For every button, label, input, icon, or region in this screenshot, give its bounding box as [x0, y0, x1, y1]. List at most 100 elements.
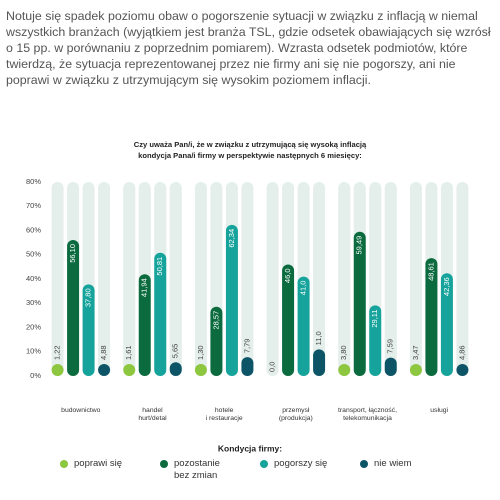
- legend-label: pogorszy się: [274, 458, 328, 469]
- bar: [282, 264, 295, 376]
- x-tick-label-line: przemysł: [282, 407, 310, 414]
- x-tick-label: przemysł (produkcja): [279, 407, 313, 422]
- x-tick-label-line: handel: [142, 407, 163, 414]
- x-tick-label: hotele i restauracje: [206, 407, 243, 422]
- legend-swatch: [260, 460, 268, 468]
- y-tick-label: 40%: [26, 274, 41, 283]
- bar: [338, 364, 351, 376]
- bar: [194, 364, 207, 376]
- legend-item: pogorszy się: [260, 458, 360, 482]
- bar: [67, 239, 80, 376]
- x-tick-label-line: hurt/detal: [138, 415, 167, 422]
- bar-background: [266, 182, 279, 376]
- value-label: 41,94: [140, 278, 149, 297]
- bar: [384, 357, 397, 376]
- x-tick-label-line: telekomunikacja: [343, 415, 392, 422]
- legend-item: nie wiem: [360, 458, 460, 482]
- bar: [297, 276, 310, 376]
- legend-label: nie wiem: [374, 458, 412, 469]
- value-label: 1,22: [53, 345, 62, 360]
- value-label: 3,47: [411, 345, 420, 360]
- bar: [369, 305, 382, 376]
- bar-background: [194, 182, 207, 376]
- x-tick-label: handel hurt/detal: [138, 407, 167, 422]
- bar-background: [313, 182, 326, 376]
- bar-background: [409, 182, 422, 376]
- y-tick-label: 20%: [26, 322, 41, 331]
- bar: [138, 274, 151, 376]
- legend-swatch: [160, 460, 168, 468]
- x-tick-label-line: budownictwo: [61, 407, 101, 414]
- legend-swatch: [60, 460, 68, 468]
- bar: [51, 364, 64, 376]
- value-label: 4,88: [99, 345, 108, 360]
- chart-title: Czy uważa Pan/i, że w związku z utrzymuj…: [134, 140, 367, 160]
- bar-background: [98, 182, 111, 376]
- bar: [409, 364, 422, 376]
- x-tick-label: budownictwo: [61, 407, 101, 414]
- value-label: 42,36: [442, 277, 451, 296]
- bar-background: [338, 182, 351, 376]
- bar-background: [123, 182, 136, 376]
- value-label: 56,10: [68, 244, 77, 263]
- value-label: 1,61: [124, 345, 133, 360]
- bar-background: [169, 182, 182, 376]
- bar: [225, 224, 238, 376]
- bar: [425, 258, 438, 376]
- bar-background: [241, 182, 254, 376]
- bar: [123, 364, 136, 376]
- x-tick-label: transport, łączność, telekomunikacja: [338, 407, 397, 422]
- y-tick-label: 30%: [26, 298, 41, 307]
- value-label: 11,0: [314, 331, 323, 345]
- value-label: 7,59: [386, 339, 395, 354]
- y-tick-label: 0%: [30, 371, 41, 380]
- x-tick-label-line: usługi: [430, 407, 448, 414]
- value-label: 62,34: [227, 229, 236, 248]
- legend-title: Kondycja firmy:: [218, 443, 282, 453]
- value-label: 37,80: [84, 288, 93, 307]
- value-label: 50,81: [155, 257, 164, 276]
- value-label: 28,57: [211, 311, 220, 330]
- x-tick-label: usługi: [430, 407, 448, 414]
- legend-item: poprawi się: [60, 458, 160, 482]
- y-tick-label: 10%: [26, 347, 41, 356]
- value-label: 59,49: [355, 236, 364, 255]
- bar: [456, 364, 469, 376]
- bar: [98, 364, 111, 376]
- bar: [169, 362, 182, 376]
- legend-label: pozostanie bez zmian: [174, 458, 220, 481]
- y-tick-label: 70%: [26, 201, 41, 210]
- bar: [353, 231, 366, 376]
- bar: [82, 284, 95, 376]
- bar: [241, 357, 254, 376]
- value-label: 48,61: [426, 262, 435, 281]
- x-tick-label-line: hotele: [215, 407, 234, 414]
- y-tick-label: 60%: [26, 225, 41, 234]
- y-tick-label: 80%: [26, 177, 41, 186]
- value-label: 5,65: [171, 344, 180, 359]
- value-label: 29,11: [370, 309, 379, 327]
- bar-background: [384, 182, 397, 376]
- bar-background: [456, 182, 469, 376]
- bar: [210, 306, 223, 376]
- legend-swatch: [360, 460, 368, 468]
- value-label: 41,0: [299, 281, 308, 296]
- legend-label: poprawi się: [74, 458, 123, 469]
- value-label: 4,86: [457, 345, 466, 360]
- y-tick-label: 50%: [26, 250, 41, 259]
- bar: [313, 349, 326, 376]
- legend-item: pozostanie bez zmian: [160, 458, 260, 482]
- x-tick-label-line: i restauracje: [206, 415, 243, 422]
- x-tick-label-line: transport, łączność,: [338, 407, 397, 414]
- bar: [154, 252, 167, 376]
- value-label: 7,79: [242, 338, 251, 353]
- value-label: 46,0: [283, 268, 292, 283]
- bar: [440, 273, 453, 376]
- paragraph: Notuje się spadek poziomu obaw o pogorsz…: [6, 9, 491, 87]
- value-label: 1,30: [196, 345, 205, 360]
- legend: poprawi się pozostanie bez zmian pogorszy …: [60, 458, 460, 482]
- bar-background: [51, 182, 64, 376]
- x-tick-label-line: (produkcja): [279, 415, 313, 422]
